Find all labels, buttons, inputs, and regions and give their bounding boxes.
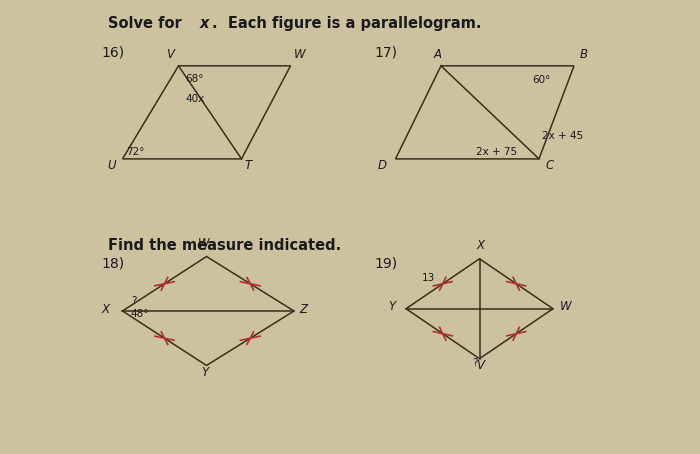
- Text: X: X: [476, 239, 484, 252]
- Text: X: X: [102, 302, 109, 316]
- Text: 72°: 72°: [126, 147, 144, 157]
- Text: 48°: 48°: [131, 309, 149, 319]
- Text: ?: ?: [131, 296, 136, 306]
- Text: 2x + 75: 2x + 75: [476, 147, 517, 157]
- Text: Z: Z: [300, 302, 307, 316]
- Text: W: W: [560, 300, 572, 313]
- Text: A: A: [434, 48, 442, 61]
- Text: V: V: [476, 359, 484, 372]
- Text: 40x: 40x: [186, 94, 204, 104]
- Text: 18): 18): [102, 257, 125, 271]
- Text: 2x + 45: 2x + 45: [542, 131, 584, 141]
- Text: Solve for: Solve for: [108, 16, 188, 31]
- Text: 60°: 60°: [532, 75, 550, 85]
- Text: T: T: [245, 158, 252, 172]
- Text: Y: Y: [201, 366, 208, 379]
- Text: U: U: [107, 158, 116, 172]
- Text: 13: 13: [421, 273, 435, 283]
- Text: B: B: [580, 48, 587, 61]
- Text: D: D: [378, 158, 387, 172]
- Text: ?: ?: [473, 358, 478, 368]
- Text: V: V: [166, 48, 174, 61]
- Text: .  Each figure is a parallelogram.: . Each figure is a parallelogram.: [212, 16, 482, 31]
- Text: 68°: 68°: [186, 74, 204, 84]
- Text: W: W: [294, 48, 306, 61]
- Text: Find the measure indicated.: Find the measure indicated.: [108, 238, 342, 253]
- Text: x: x: [199, 16, 209, 31]
- Text: 19): 19): [374, 257, 398, 271]
- Text: C: C: [546, 158, 554, 172]
- Text: 16): 16): [102, 45, 125, 59]
- Text: 17): 17): [374, 45, 398, 59]
- Text: W: W: [198, 237, 210, 250]
- Text: Y: Y: [389, 300, 396, 313]
